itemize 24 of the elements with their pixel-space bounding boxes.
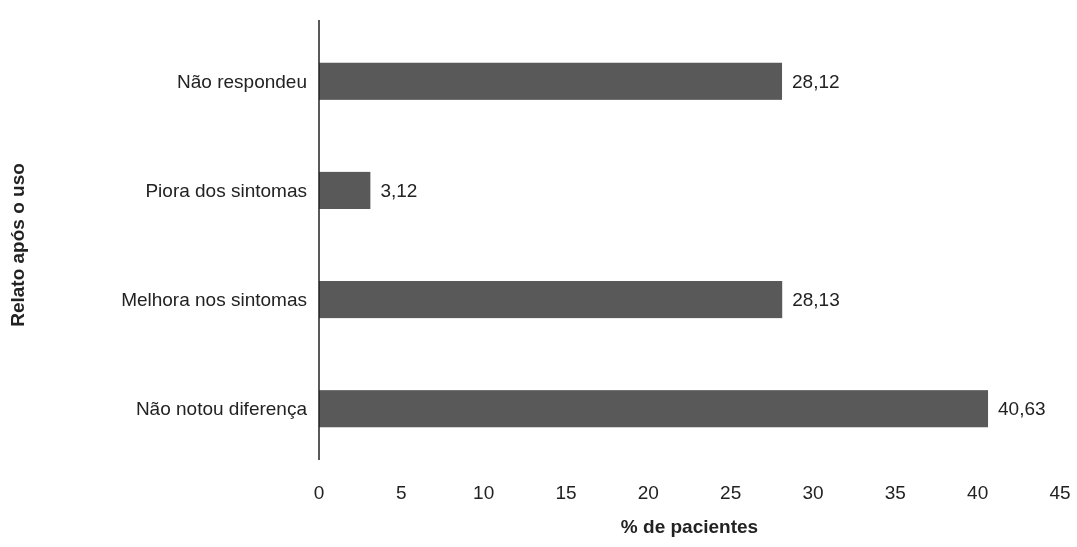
data-label: 28,12 bbox=[792, 70, 840, 92]
x-tick-label: 10 bbox=[473, 481, 495, 503]
x-tick-label: 25 bbox=[720, 481, 742, 503]
x-axis-title: % de pacientes bbox=[620, 516, 759, 537]
x-tick-label: 0 bbox=[313, 481, 325, 503]
y-tick-label: Piora dos sintomas bbox=[145, 179, 307, 201]
bar bbox=[319, 390, 989, 428]
y-tick-label: Melhora nos sintomas bbox=[121, 289, 307, 311]
data-label: 3,12 bbox=[380, 179, 418, 201]
x-tick-label: 5 bbox=[396, 481, 407, 503]
x-tick-label: 30 bbox=[802, 481, 824, 503]
data-label: 28,13 bbox=[792, 289, 840, 311]
x-tick-label: 15 bbox=[555, 481, 577, 503]
x-tick-label: 35 bbox=[884, 481, 906, 503]
bar bbox=[319, 62, 783, 100]
y-tick-label: Não notou diferença bbox=[135, 398, 308, 420]
x-tick-label: 20 bbox=[637, 481, 659, 503]
data-label: 40,63 bbox=[998, 398, 1046, 420]
y-axis-title: Relato após o uso bbox=[7, 163, 28, 327]
y-tick-label: Não respondeu bbox=[177, 70, 307, 92]
x-tick-label: 40 bbox=[967, 481, 989, 503]
bar bbox=[319, 281, 783, 319]
bar bbox=[319, 171, 371, 209]
x-tick-label: 45 bbox=[1049, 481, 1071, 503]
